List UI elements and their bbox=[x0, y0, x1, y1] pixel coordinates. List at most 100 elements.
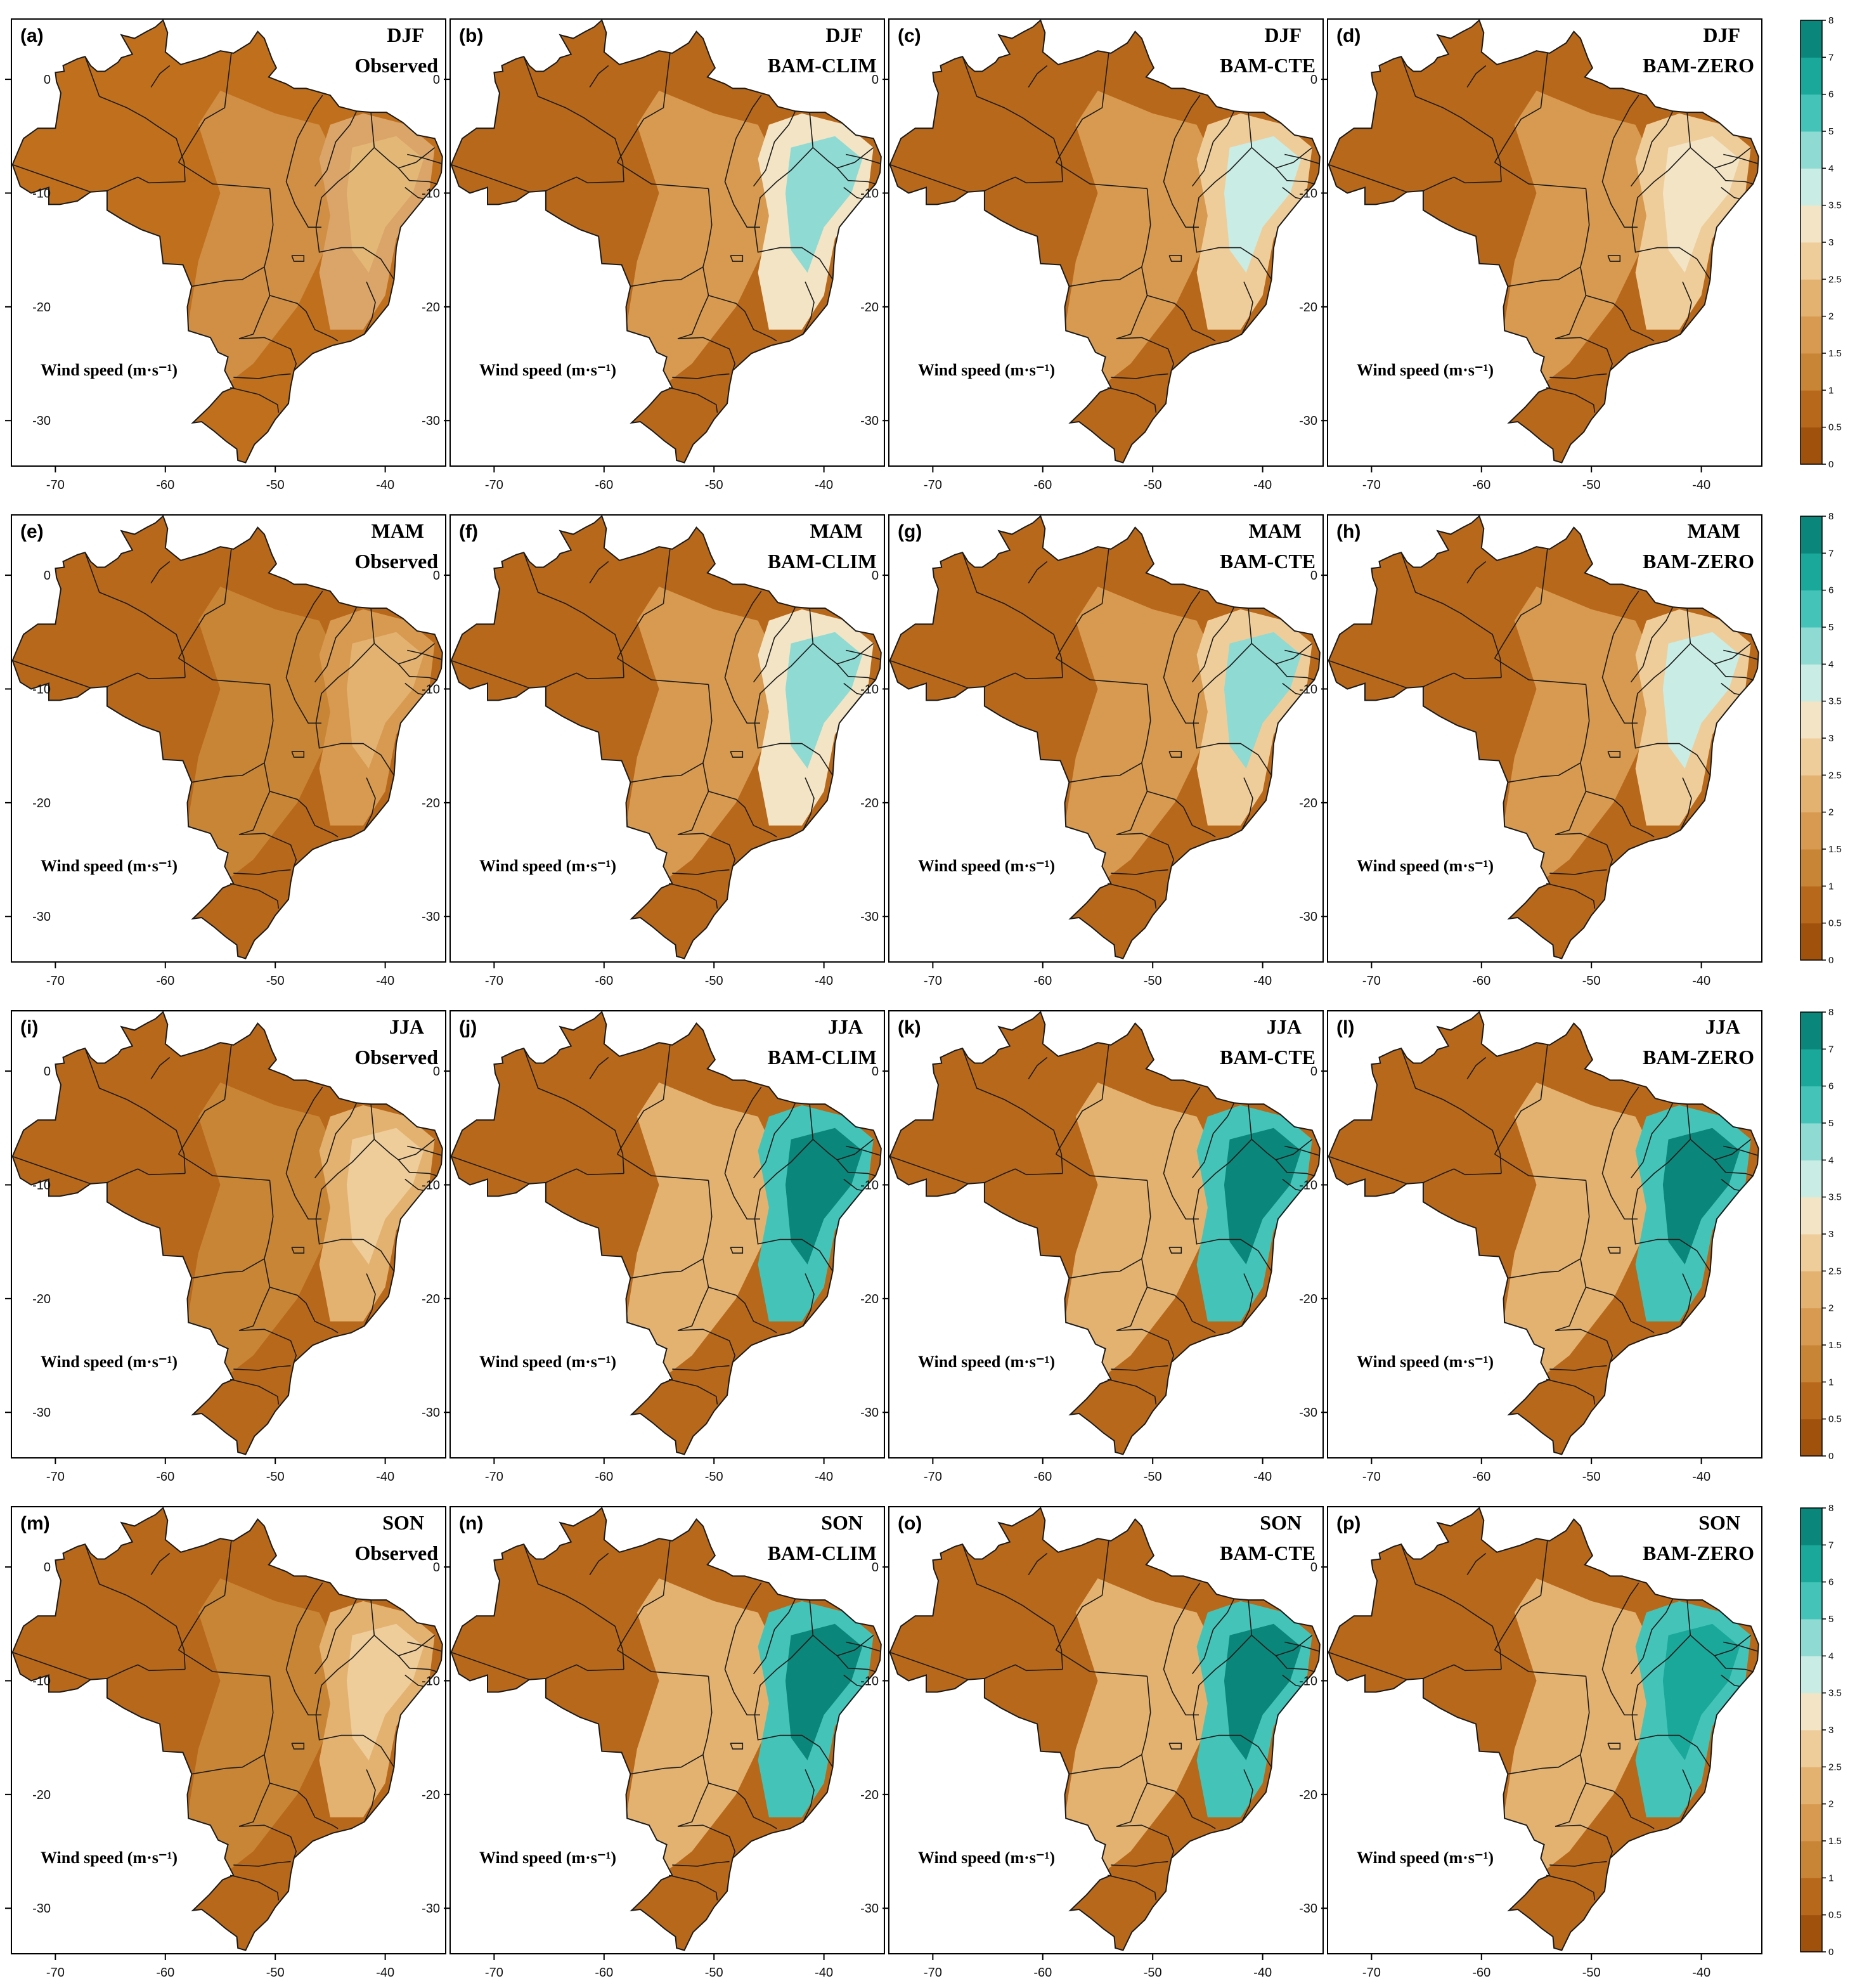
state-boundary bbox=[677, 1258, 709, 1331]
state-boundary bbox=[107, 1664, 186, 1679]
x-tick-label: -40 bbox=[1692, 1966, 1710, 1980]
y-tick-label: -10 bbox=[422, 1674, 440, 1688]
y-tick-label: 0 bbox=[433, 73, 440, 87]
state-boundary bbox=[1466, 561, 1487, 584]
map-panel-d: -70 -60 -50 -40 0 -10 -20 -30 (d) DJF BAM-ZERO Wind… bbox=[1299, 18, 1762, 492]
colorbar-label: 0.5 bbox=[1828, 422, 1842, 433]
state-boundary bbox=[1400, 1048, 1502, 1174]
colorbar-label: 0 bbox=[1828, 1947, 1833, 1958]
state-boundary bbox=[843, 186, 863, 200]
state-boundary bbox=[1494, 162, 1586, 190]
state-boundary bbox=[1613, 590, 1639, 635]
state-boundary bbox=[1275, 1159, 1315, 1176]
state-boundary bbox=[398, 1655, 437, 1672]
state-boundary bbox=[545, 1664, 624, 1679]
state-boundary bbox=[238, 1754, 271, 1827]
state-boundary bbox=[12, 1651, 91, 1680]
state-boundary bbox=[1631, 112, 1691, 228]
model-title: BAM-CTE bbox=[1220, 1046, 1316, 1069]
state-boundary bbox=[1055, 53, 1109, 163]
state-boundary bbox=[233, 1861, 291, 1867]
brazil-outline bbox=[1328, 515, 1759, 959]
state-boundary bbox=[269, 791, 339, 838]
state-boundary bbox=[1275, 663, 1315, 680]
brazil-outline bbox=[889, 1011, 1321, 1455]
field-mid bbox=[187, 91, 342, 398]
brazil-outline bbox=[889, 1507, 1321, 1951]
state-boundary bbox=[1508, 266, 1581, 287]
y-tick-label: -30 bbox=[860, 414, 879, 428]
state-boundary bbox=[754, 608, 814, 724]
state-boundary bbox=[708, 1287, 777, 1334]
colorbar-jja: 0 0.5 1 1.5 2 2.5 3 3.5 4 5 6 7 8 bbox=[1800, 1007, 1842, 1462]
state-boundary bbox=[1494, 1649, 1586, 1677]
state-boundary bbox=[1613, 94, 1639, 139]
colorbar-swatch bbox=[1801, 923, 1822, 961]
state-boundary bbox=[1328, 1155, 1407, 1185]
colorbar-label: 4 bbox=[1828, 1155, 1833, 1166]
state-boundary bbox=[843, 1674, 863, 1687]
x-tick-label: -60 bbox=[156, 1966, 174, 1980]
state-boundary bbox=[1284, 1641, 1319, 1652]
state-boundary bbox=[677, 1754, 709, 1827]
state-boundary bbox=[1549, 1365, 1607, 1371]
x-tick-label: -40 bbox=[1253, 974, 1272, 988]
state-boundary bbox=[1601, 634, 1638, 724]
season-title: DJF bbox=[387, 23, 424, 46]
state-boundary bbox=[730, 255, 744, 262]
colorbar-swatch bbox=[1801, 57, 1822, 95]
model-title: BAM-CLIM bbox=[768, 54, 877, 77]
panel-letter: (g) bbox=[898, 521, 922, 542]
state-boundary bbox=[291, 1743, 305, 1750]
x-tick-label: -70 bbox=[1362, 1966, 1381, 1980]
state-boundary bbox=[285, 1626, 321, 1716]
colorbar-swatch bbox=[1801, 1619, 1822, 1656]
colorbar-label: 1 bbox=[1828, 385, 1833, 396]
field-high bbox=[346, 632, 424, 769]
colorbar-swatch bbox=[1801, 1914, 1822, 1952]
x-tick-label: -40 bbox=[1692, 974, 1710, 988]
state-boundary bbox=[285, 634, 321, 724]
colorbar-label: 6 bbox=[1828, 1577, 1833, 1588]
x-tick-label: -60 bbox=[1472, 1966, 1490, 1980]
state-boundary bbox=[1174, 1582, 1201, 1627]
colorbar-swatch bbox=[1801, 590, 1822, 628]
state-boundary bbox=[1174, 94, 1201, 139]
colorbar-label: 8 bbox=[1828, 15, 1833, 26]
state-boundary bbox=[1601, 138, 1638, 228]
state-boundary bbox=[545, 672, 624, 687]
state-boundary bbox=[407, 1641, 442, 1652]
y-tick-label: -20 bbox=[1299, 1788, 1317, 1802]
state-boundary bbox=[107, 176, 186, 192]
x-tick-label: -60 bbox=[595, 974, 613, 988]
map-panel-m: -70 -60 -50 -40 0 -10 -20 -30 (m) SON Observed Wind… bbox=[5, 1506, 446, 1980]
state-boundary bbox=[616, 1540, 671, 1651]
x-tick-label: -60 bbox=[1033, 974, 1052, 988]
state-boundary bbox=[1141, 188, 1151, 268]
state-boundary bbox=[107, 1168, 186, 1183]
state-boundary bbox=[616, 1044, 671, 1155]
state-boundary bbox=[1555, 762, 1587, 835]
state-boundary bbox=[1508, 1258, 1581, 1279]
state-boundary bbox=[1555, 266, 1587, 339]
colorbar-label: 2 bbox=[1828, 1303, 1833, 1314]
state-boundary bbox=[84, 552, 186, 678]
x-tick-label: -60 bbox=[1472, 974, 1490, 988]
state-boundary bbox=[238, 266, 271, 339]
y-tick-label: -10 bbox=[32, 682, 51, 696]
x-tick-label: -60 bbox=[595, 478, 613, 492]
state-boundary bbox=[1069, 1258, 1142, 1279]
season-title: MAM bbox=[1687, 519, 1740, 542]
units-label: Wind speed (m·s⁻¹) bbox=[918, 857, 1055, 875]
state-boundary bbox=[1630, 1598, 1674, 1675]
colorbar-label: 1 bbox=[1828, 881, 1833, 892]
state-boundary bbox=[616, 53, 671, 163]
x-tick-label: -70 bbox=[924, 1966, 942, 1980]
field-mid bbox=[1503, 1082, 1658, 1390]
state-boundary bbox=[1168, 255, 1182, 262]
state-boundary bbox=[1174, 590, 1201, 635]
state-boundary bbox=[1111, 1861, 1168, 1867]
y-tick-label: -20 bbox=[860, 796, 879, 810]
colorbar-swatch bbox=[1801, 738, 1822, 776]
state-boundary bbox=[1580, 1676, 1590, 1755]
